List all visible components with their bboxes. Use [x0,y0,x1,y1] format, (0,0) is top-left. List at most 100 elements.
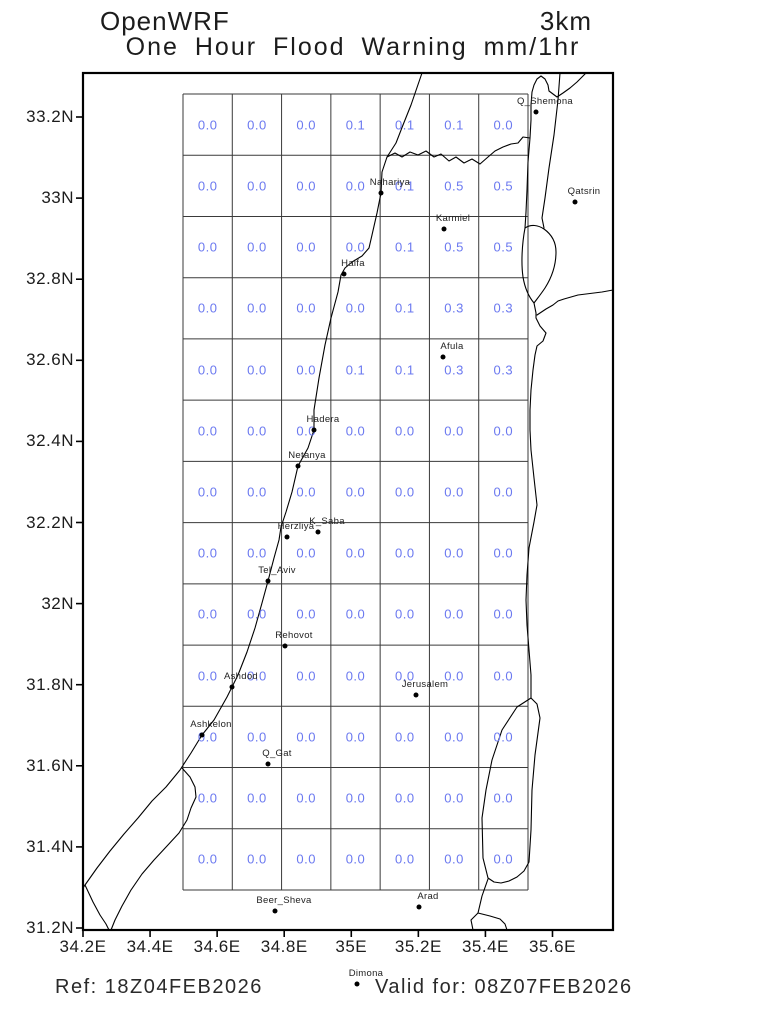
city-label: Jerusalem [401,679,449,690]
grid-value: 0.0 [345,790,366,806]
grid-value: 0.0 [394,423,415,439]
x-axis-label: 34.6E [193,937,241,956]
grid-value: 0.0 [247,606,267,622]
city-label: Ashkelon [190,719,232,730]
city-dot [311,427,317,433]
grid-value: 0.0 [394,606,415,622]
grid-lines [182,93,529,891]
grid-value: 0.0 [197,790,218,806]
city-label: Afula [440,341,464,352]
border-lebanon [386,136,531,165]
map-outlines [82,72,614,931]
city-dot [354,981,360,987]
city-dot [440,354,446,360]
grid-value: 0.0 [394,790,415,806]
city-dot [282,643,288,649]
chart-title-row: OpenWRF 3km [100,6,592,37]
x-axis-label: 34.2E [59,937,107,956]
city-dot [572,199,578,205]
grid-value: 0.0 [247,239,267,255]
grid-value: 0.0 [197,423,218,439]
city-dot [378,190,384,196]
city-label: Karmiel [435,213,471,224]
grid-value: 0.0 [493,851,514,867]
grid-value: 0.3 [444,362,464,378]
grid-value: 0.0 [394,668,415,684]
border-gaza [110,767,197,931]
grid-value: 0.0 [444,851,464,867]
x-axis-label: 34.8E [260,937,308,956]
grid-value: 0.0 [444,790,464,806]
grid-value: 0.0 [296,239,316,255]
grid-value: 0.0 [296,117,316,133]
dead-sea [481,697,541,884]
grid-value: 0.1 [394,300,415,316]
city-label: Beer_Sheva [256,895,312,906]
x-axis-label: 35.2E [394,937,442,956]
axis-ticks [76,116,554,937]
grid-value: 0.1 [394,117,415,133]
grid-value: 0.0 [197,851,218,867]
city-dot [229,684,235,690]
grid-value: 0.1 [345,362,366,378]
grid-value: 0.0 [493,545,514,561]
grid-value: 0.0 [247,545,267,561]
grid-value: 0.0 [444,606,464,622]
y-axis-label: 33.2N [26,107,74,126]
city-dot [284,534,290,540]
y-axis-label: 32.4N [26,431,74,451]
jordan-river-upper [524,137,531,229]
grid-value: 0.0 [493,668,514,684]
city-label: Qatsrin [567,186,601,197]
grid-value: 0.0 [197,300,218,316]
map-frame [81,71,615,932]
grid-value: 0.0 [345,606,366,622]
grid-value: 0.0 [247,729,267,745]
y-axis-label: 32N [41,593,74,613]
city-label: Netanya [288,450,326,461]
grid-value: 0.0 [345,484,366,500]
city-dot [199,732,205,738]
city-label: Nahariya [369,177,411,188]
city-dot [533,109,539,115]
border-north-hula [529,72,587,139]
grid-value: 0.0 [247,423,267,439]
model-name: OpenWRF [100,6,230,36]
border-egypt [84,884,110,931]
grid-value: 0.0 [394,484,415,500]
grid-value: 0.0 [247,300,267,316]
y-axis-label: 32.2N [26,512,74,532]
grid-value: 0.0 [197,545,218,561]
grid-value: 0.5 [493,178,514,194]
grid-value: 0.0 [444,545,464,561]
grid-value: 0.0 [197,606,218,622]
grid-value: 0.5 [444,178,464,194]
grid-value: 0.1 [394,239,415,255]
grid-value: 0.0 [296,362,316,378]
arava-valley-lines [470,878,508,931]
city-label: Rehovot [275,630,313,641]
grid-value: 0.3 [444,300,464,316]
city-label: Haifa [341,258,365,269]
grid-value: 0.0 [296,423,316,439]
grid-value: 0.0 [394,851,415,867]
grid-value: 0.0 [296,484,316,500]
grid-value: 0.0 [296,729,316,745]
city-label: Dimona [348,968,384,979]
resolution-label: 3km [539,6,592,36]
grid-value: 0.0 [296,545,316,561]
grid-value: 0.0 [493,790,514,806]
grid-value: 0.0 [394,729,415,745]
grid-value: 0.0 [444,484,464,500]
chart-subtitle: One Hour Flood Warning mm/1hr [125,33,581,61]
grid-value: 0.0 [296,790,316,806]
grid-value: 0.0 [493,423,514,439]
y-axis-label: 31.8N [26,674,74,694]
grid-value: 0.0 [296,668,316,684]
x-axis-label: 34.4E [126,937,174,956]
grid-value: 0.0 [247,790,267,806]
city-dot [315,529,321,535]
grid-value: 0.3 [493,362,514,378]
city-label: Arad [417,891,439,902]
